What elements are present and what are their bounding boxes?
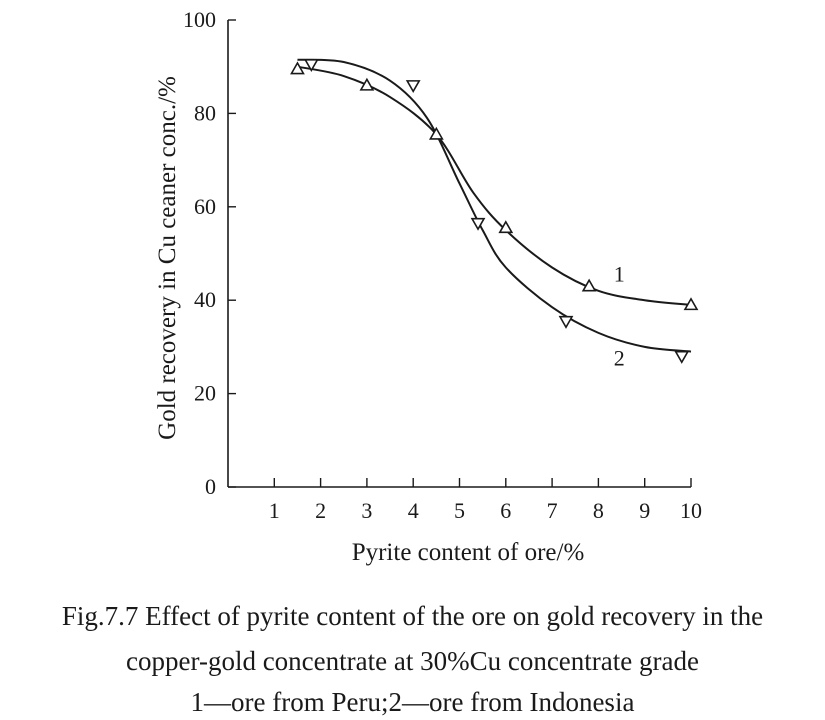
series-2-label: 2 xyxy=(614,346,625,371)
x-tick-label: 6 xyxy=(500,498,511,523)
x-tick-label: 9 xyxy=(639,498,650,523)
y-tick-label: 20 xyxy=(194,381,216,406)
series-curves xyxy=(297,58,692,353)
series-1-point xyxy=(428,126,444,140)
series-labels: 12 xyxy=(614,262,625,371)
x-tick-label: 8 xyxy=(593,498,604,523)
y-axis: 0 20 40 60 80 100 xyxy=(183,7,236,499)
series-2-point xyxy=(405,80,421,93)
x-tick-label: 7 xyxy=(547,498,558,523)
series-1-point xyxy=(683,297,699,311)
series-2-curve xyxy=(297,58,692,353)
y-tick-label: 40 xyxy=(194,287,216,312)
caption-line-1: Fig.7.7 Effect of pyrite content of the … xyxy=(61,601,764,631)
x-axis: 1 2 3 4 5 6 7 8 9 10 xyxy=(269,478,702,523)
y-tick-label: 0 xyxy=(205,474,216,499)
x-tick-label: 2 xyxy=(315,498,326,523)
x-tick-label: 1 xyxy=(269,498,280,523)
series-1-point xyxy=(498,220,514,234)
plot-frame xyxy=(227,20,691,488)
series-1-point xyxy=(359,77,375,91)
caption-line-2: copper-gold concentrate at 30%Cu concent… xyxy=(126,646,699,676)
x-tick-label: 4 xyxy=(408,498,419,523)
y-axis-title: Gold recovery in Cu ceaner conc./% xyxy=(154,76,181,440)
y-tick-label: 60 xyxy=(194,194,216,219)
series-markers xyxy=(290,59,699,364)
y-tick-label: 100 xyxy=(183,7,216,32)
caption-line-3: 1—ore from Peru;2—ore from Indonesia xyxy=(190,687,635,717)
x-axis-title: Pyrite content of ore/% xyxy=(352,539,585,566)
series-1-point xyxy=(290,61,305,75)
series-1-curve xyxy=(297,65,692,306)
series-1-label: 1 xyxy=(614,262,625,287)
x-tick-label: 5 xyxy=(454,498,465,523)
x-tick-label: 3 xyxy=(361,498,372,523)
series-2-point xyxy=(303,59,319,72)
x-tick-label: 10 xyxy=(680,498,702,523)
series-2-point xyxy=(470,217,486,231)
series-1-point xyxy=(581,278,597,292)
y-tick-label: 80 xyxy=(194,100,216,125)
series-2-point xyxy=(674,350,690,364)
series-2-point xyxy=(558,315,574,329)
